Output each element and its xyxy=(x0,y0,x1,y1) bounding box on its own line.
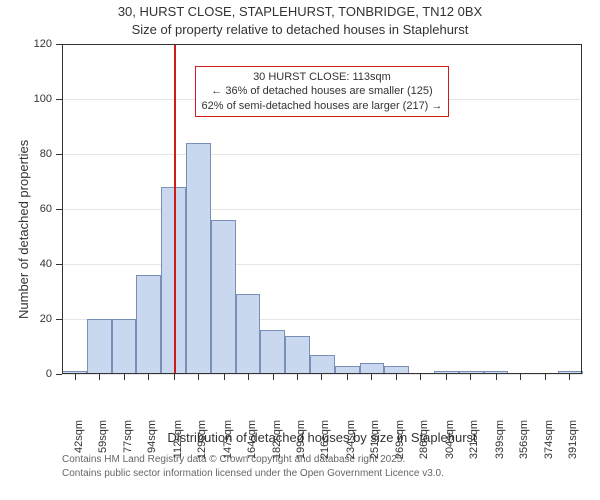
x-tick-label: 182sqm xyxy=(271,420,283,464)
x-tick xyxy=(545,374,546,380)
x-tick xyxy=(297,374,298,380)
x-tick xyxy=(569,374,570,380)
x-tick-label: 356sqm xyxy=(518,420,530,464)
y-tick-label: 80 xyxy=(0,148,52,160)
x-tick-label: 321sqm xyxy=(468,420,480,464)
chart-title-line1: 30, HURST CLOSE, STAPLEHURST, TONBRIDGE,… xyxy=(0,4,600,19)
x-tick-label: 77sqm xyxy=(122,420,134,464)
y-axis-title: Number of detached properties xyxy=(16,140,31,319)
histogram-bar xyxy=(112,319,137,374)
y-tick-label: 120 xyxy=(0,38,52,50)
x-tick xyxy=(248,374,249,380)
x-tick-label: 59sqm xyxy=(97,420,109,464)
y-tick xyxy=(56,44,62,45)
annotation-line2: ← 36% of detached houses are smaller (12… xyxy=(202,84,443,98)
x-tick-label: 216sqm xyxy=(319,420,331,464)
histogram-bar xyxy=(236,294,261,374)
histogram-bar xyxy=(459,371,484,374)
grid-line xyxy=(62,264,582,265)
x-tick-label: 304sqm xyxy=(444,420,456,464)
footer-line2: Contains public sector information licen… xyxy=(62,468,444,479)
y-tick xyxy=(56,264,62,265)
chart-title-line2: Size of property relative to detached ho… xyxy=(0,22,600,37)
x-tick xyxy=(224,374,225,380)
grid-line xyxy=(62,44,582,45)
y-tick xyxy=(56,99,62,100)
histogram-bar xyxy=(285,336,310,375)
x-tick-label: 234sqm xyxy=(345,420,357,464)
histogram-bar xyxy=(87,319,112,374)
x-tick-label: 339sqm xyxy=(494,420,506,464)
histogram-bar xyxy=(136,275,161,374)
histogram-bar xyxy=(558,371,583,374)
x-tick xyxy=(198,374,199,380)
x-tick xyxy=(347,374,348,380)
y-tick-label: 60 xyxy=(0,203,52,215)
x-tick xyxy=(75,374,76,380)
histogram-bar xyxy=(384,366,409,374)
y-tick-label: 40 xyxy=(0,258,52,270)
y-tick-label: 20 xyxy=(0,313,52,325)
x-tick xyxy=(496,374,497,380)
x-tick xyxy=(148,374,149,380)
y-tick xyxy=(56,209,62,210)
histogram-bar xyxy=(335,366,360,374)
x-tick-label: 199sqm xyxy=(295,420,307,464)
histogram-bar xyxy=(260,330,285,374)
x-tick-label: 286sqm xyxy=(418,420,430,464)
x-tick xyxy=(470,374,471,380)
x-tick-label: 147sqm xyxy=(222,420,234,464)
annotation-box: 30 HURST CLOSE: 113sqm← 36% of detached … xyxy=(195,66,450,117)
x-tick-label: 112sqm xyxy=(172,420,184,464)
x-tick-label: 391sqm xyxy=(567,420,579,464)
x-tick-label: 251sqm xyxy=(369,420,381,464)
x-tick xyxy=(273,374,274,380)
subject-property-marker xyxy=(174,44,176,374)
x-tick-label: 269sqm xyxy=(394,420,406,464)
y-tick xyxy=(56,154,62,155)
histogram-bar xyxy=(310,355,335,374)
histogram-bar xyxy=(360,363,385,374)
x-tick xyxy=(174,374,175,380)
x-tick xyxy=(371,374,372,380)
histogram-bar xyxy=(211,220,236,374)
y-tick xyxy=(56,319,62,320)
y-tick-label: 100 xyxy=(0,93,52,105)
grid-line xyxy=(62,154,582,155)
annotation-line3: 62% of semi-detached houses are larger (… xyxy=(202,99,443,113)
x-tick xyxy=(446,374,447,380)
y-tick-label: 0 xyxy=(0,368,52,380)
x-tick xyxy=(321,374,322,380)
x-tick xyxy=(99,374,100,380)
x-tick-label: 94sqm xyxy=(146,420,158,464)
x-tick-label: 42sqm xyxy=(73,420,85,464)
x-tick-label: 129sqm xyxy=(196,420,208,464)
annotation-line1: 30 HURST CLOSE: 113sqm xyxy=(202,70,443,84)
histogram-bar xyxy=(186,143,211,374)
x-tick xyxy=(396,374,397,380)
x-tick xyxy=(520,374,521,380)
x-tick-label: 374sqm xyxy=(543,420,555,464)
x-tick xyxy=(420,374,421,380)
y-tick xyxy=(56,374,62,375)
x-tick xyxy=(124,374,125,380)
grid-line xyxy=(62,209,582,210)
x-tick-label: 164sqm xyxy=(246,420,258,464)
plot-area: 30 HURST CLOSE: 113sqm← 36% of detached … xyxy=(62,44,582,374)
